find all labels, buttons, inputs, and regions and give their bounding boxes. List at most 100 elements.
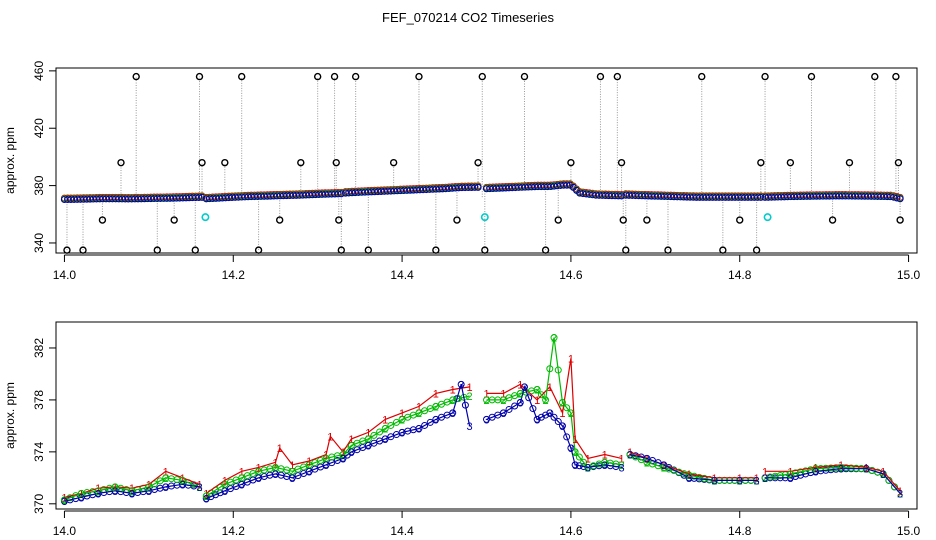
outlier-point (478, 72, 486, 81)
trace-point-series-3 (529, 405, 537, 413)
data-marker-series-2: 2 (222, 479, 228, 491)
data-marker-series-3: 3 (572, 460, 578, 472)
data-marker-series-1: 1 (787, 466, 793, 478)
outlier-point (892, 72, 900, 81)
data-marker-series-2: 2 (272, 462, 278, 474)
data-marker-series-3: 3 (661, 460, 667, 472)
data-marker-series-2: 2 (568, 408, 574, 420)
data-marker-series-3: 3 (737, 475, 743, 487)
data-marker-series-3: 3 (433, 414, 439, 426)
outlier-point (364, 246, 373, 254)
data-marker-series-1: 1 (348, 434, 354, 446)
data-marker-series-1: 1 (517, 379, 523, 391)
data-marker-series-1: 1 (163, 466, 169, 478)
outlier-point (567, 158, 575, 167)
data-marker-series-3: 3 (534, 414, 540, 426)
x-tick-label: 15.0 (897, 268, 921, 282)
data-marker-series-2: 2 (897, 488, 903, 500)
data-marker-series-2: 2 (196, 482, 202, 494)
data-marker-series-2: 2 (129, 486, 135, 498)
outlier-point (337, 246, 346, 254)
outlier-point (297, 158, 305, 167)
data-marker-series-2: 2 (661, 462, 667, 474)
y-axis-label: approx. ppm (3, 382, 17, 449)
data-marker-series-3: 3 (547, 408, 553, 420)
trace-point-series-3 (516, 399, 524, 407)
data-marker-series-2: 2 (112, 482, 118, 494)
data-marker-series-3: 3 (838, 464, 844, 476)
outlier-point (221, 158, 229, 167)
data-marker-series-3: 3 (897, 488, 903, 500)
x-tick-label: 14.2 (222, 268, 246, 282)
data-marker-series-2: 2 (500, 395, 506, 407)
data-marker-series-2: 2 (95, 486, 101, 498)
outlier-point (613, 72, 622, 81)
trace-point-series-2 (150, 480, 158, 488)
data-marker-series-1: 1 (754, 473, 760, 485)
data-marker-series-1: 1 (61, 492, 67, 504)
data-marker-series-1: 1 (416, 401, 422, 413)
trace-point-series-3 (426, 418, 434, 426)
data-marker-series-1: 1 (399, 408, 405, 420)
data-point-series-3 (896, 195, 904, 203)
outlier-point (719, 246, 727, 254)
data-marker-series-1: 1 (863, 462, 869, 474)
outlier-point (153, 246, 161, 254)
trace-point-series-3 (421, 421, 429, 429)
outlier-point (195, 72, 204, 81)
data-marker-series-1: 1 (180, 473, 186, 485)
data-marker-series-2: 2 (572, 447, 578, 459)
trace-point-series-3 (415, 424, 423, 432)
data-marker-series-2: 2 (754, 475, 760, 487)
trace-point-series-2 (537, 391, 545, 399)
outlier-point (619, 216, 627, 224)
x-tick-label: 15.0 (897, 524, 921, 538)
trace-point-series-3 (525, 394, 533, 402)
data-marker-series-2: 2 (323, 453, 329, 465)
outlier-point (481, 246, 489, 254)
data-marker-series-1: 1 (585, 453, 591, 465)
outlier-point (828, 216, 837, 224)
data-marker-series-1: 1 (129, 483, 135, 495)
data-marker-series-3: 3 (458, 379, 464, 391)
data-marker-series-3: 3 (61, 496, 67, 508)
trace-point-series-2 (675, 468, 683, 476)
data-marker-series-1: 1 (272, 457, 278, 469)
data-marker-series-1: 1 (95, 483, 101, 495)
data-marker-series-1: 1 (450, 385, 456, 397)
data-marker-series-3: 3 (289, 473, 295, 485)
outlier-point (351, 72, 360, 81)
data-marker-series-3: 3 (559, 421, 565, 433)
data-marker-series-2: 2 (787, 469, 793, 481)
plot-frame (55, 321, 918, 510)
data-marker-series-2: 2 (551, 333, 557, 345)
data-marker-series-2: 2 (559, 398, 565, 410)
data-marker-series-3: 3 (686, 473, 692, 485)
trace-point-series-3 (505, 405, 513, 413)
outlier-point (845, 158, 854, 167)
data-marker-series-3: 3 (95, 488, 101, 500)
data-marker-series-2: 2 (399, 414, 405, 426)
data-marker-series-3: 3 (627, 449, 633, 461)
outlier-point (736, 216, 744, 224)
data-marker-series-1: 1 (196, 479, 202, 491)
series-line-3 (64, 384, 901, 502)
outlier-point (622, 246, 630, 254)
data-marker-series-3: 3 (146, 486, 152, 498)
y-tick-label: 380 (32, 175, 46, 195)
data-marker-series-1: 1 (627, 447, 633, 459)
data-marker-series-3: 3 (382, 434, 388, 446)
outlier-point (896, 216, 904, 224)
data-marker-series-1: 1 (306, 456, 312, 468)
y-tick-label: 382 (32, 338, 46, 358)
y-tick-label: 378 (32, 390, 46, 410)
trace-point-series-3 (542, 411, 550, 419)
series-line-2 (64, 337, 901, 501)
trace-point-series-2 (376, 428, 384, 436)
outlier-point (554, 216, 562, 224)
data-marker-series-2: 2 (61, 495, 67, 507)
figure-title: FEF_070214 CO2 Timeseries (382, 10, 554, 25)
data-point-series-3 (563, 181, 571, 189)
data-marker-series-1: 1 (327, 431, 333, 443)
data-marker-series-3: 3 (517, 398, 523, 410)
